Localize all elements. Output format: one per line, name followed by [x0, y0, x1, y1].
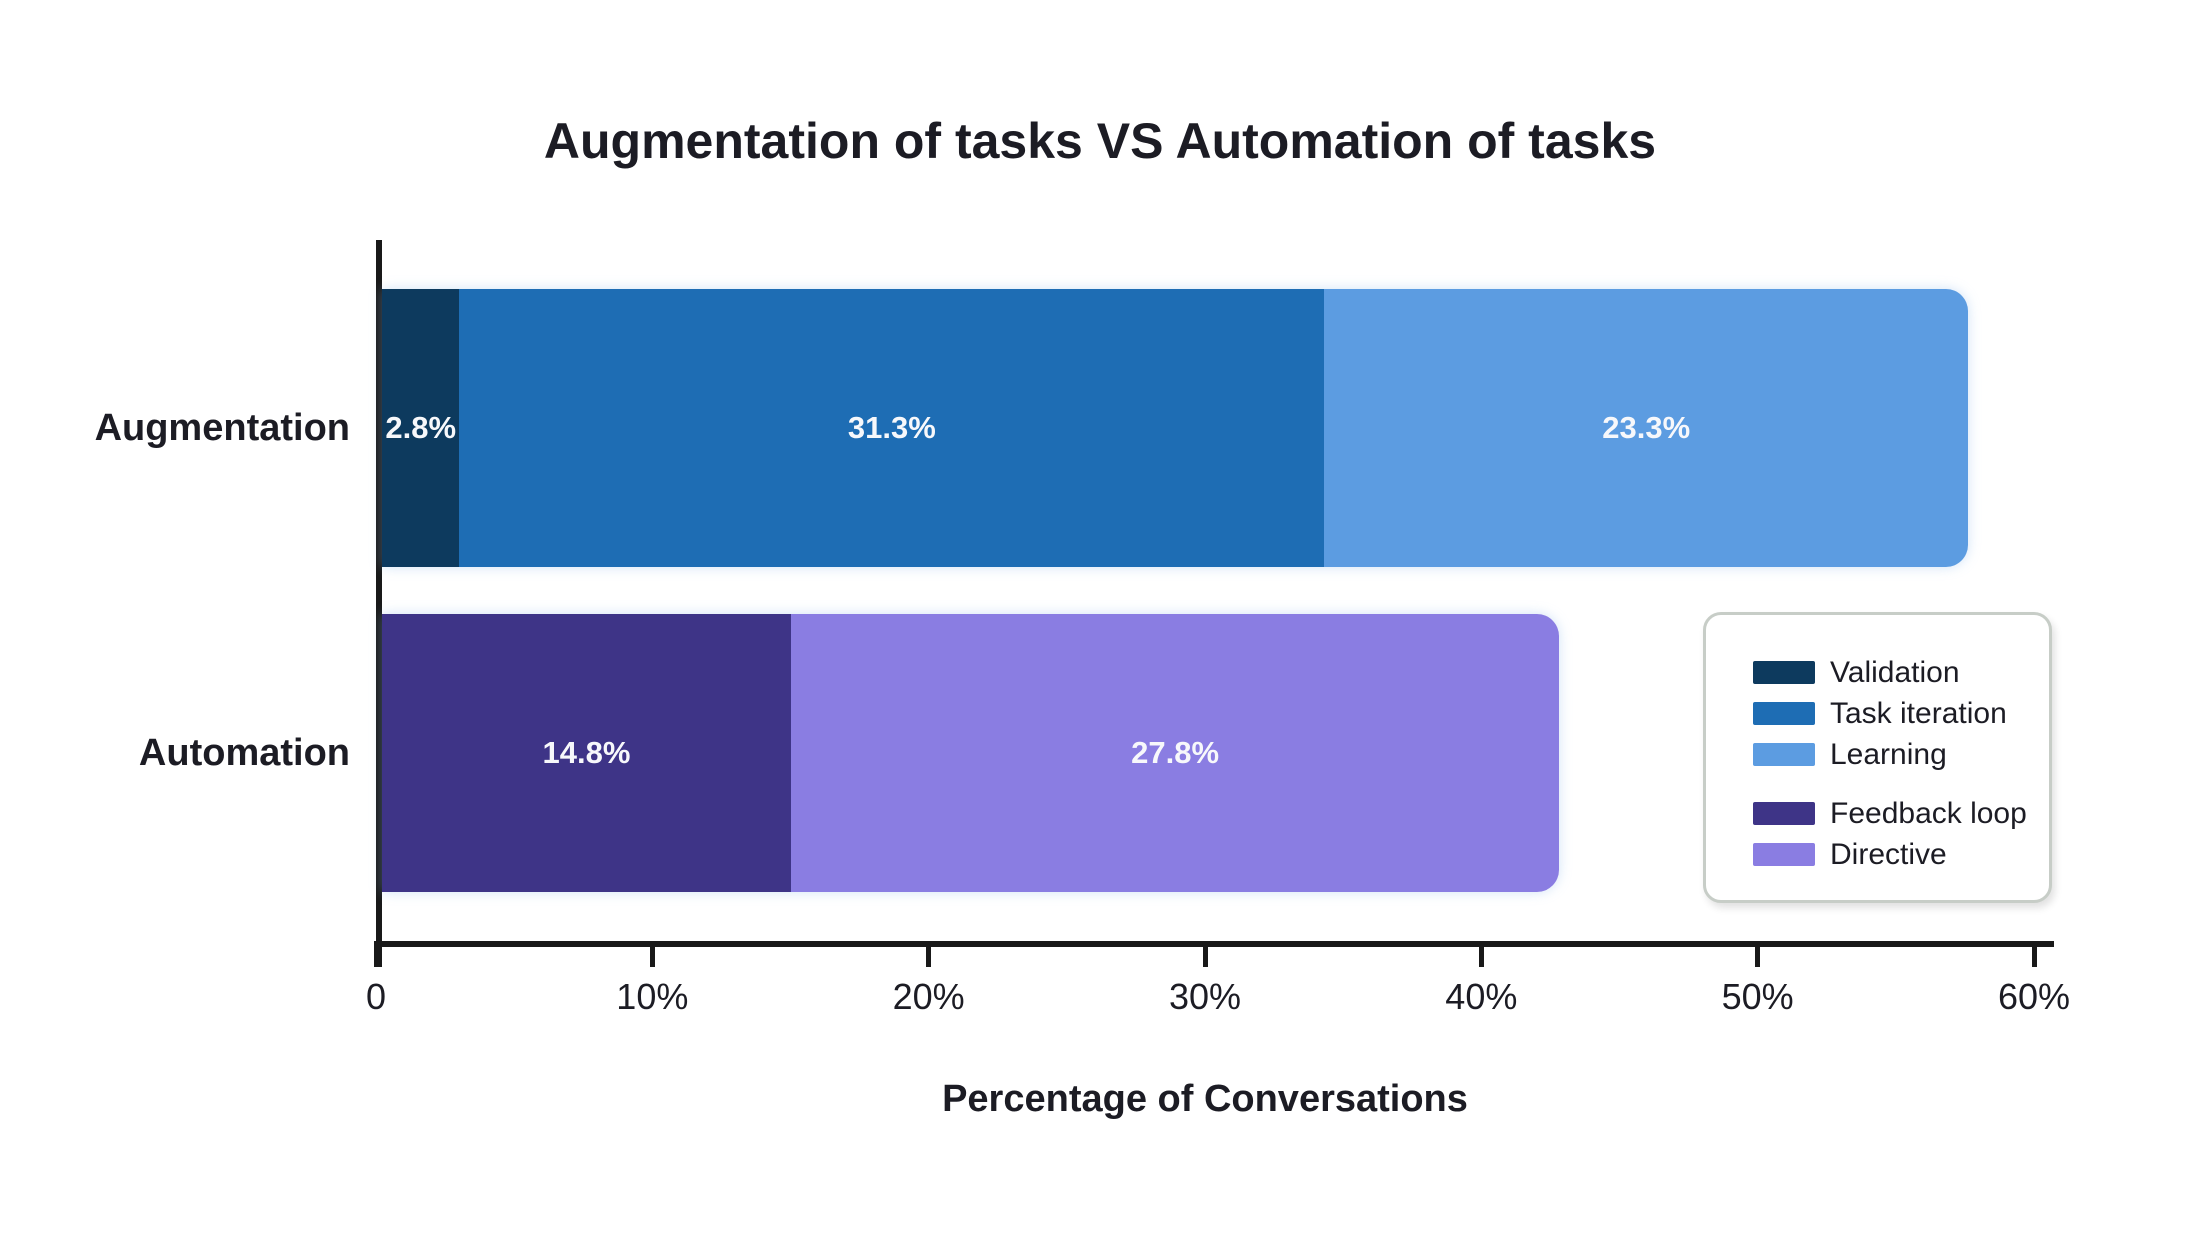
bar-segment-learning: 23.3%: [1324, 289, 1969, 567]
bar-segment-value-label: 14.8%: [542, 735, 631, 770]
bar-segment-feedback-loop: 14.8%: [382, 614, 791, 892]
chart-title: Augmentation of tasks VS Automation of t…: [543, 113, 1657, 169]
legend-item-learning: Learning: [1753, 739, 2049, 769]
x-axis-tick-label: 20%: [892, 976, 965, 1017]
x-axis-title: Percentage of Conversations: [942, 1078, 1468, 1120]
bar-segment-value-label: 31.3%: [847, 410, 936, 445]
legend-item-directive: Directive: [1753, 839, 2049, 869]
x-axis-tick-label: 0: [365, 976, 387, 1017]
bar-segment-value-label: 27.8%: [1131, 735, 1220, 770]
legend-swatch-learning: [1753, 743, 1815, 766]
x-axis-tick-label: 30%: [1168, 976, 1242, 1017]
legend-item-label: Task iteration: [1830, 696, 2007, 730]
legend-item-label: Learning: [1830, 737, 1947, 771]
legend-swatch-feedback-loop: [1753, 802, 1815, 825]
legend-item-validation: Validation: [1753, 657, 2049, 687]
x-axis-tick: [373, 947, 379, 967]
category-label-automation: Automation: [138, 731, 350, 774]
x-axis-tick: [1755, 947, 1761, 967]
x-axis-tick-label: 50%: [1721, 976, 1794, 1017]
bar-segment-validation: 2.8%: [382, 289, 460, 567]
category-label-augmentation: Augmentation: [94, 406, 350, 449]
legend-swatch-validation: [1753, 661, 1815, 684]
bar-automation: 14.8% 27.8%: [382, 614, 1560, 892]
legend: Validation Task iteration Learning Feedback…: [1703, 612, 2052, 903]
bar-augmentation: 2.8% 31.3% 23.3%: [382, 289, 1969, 567]
x-axis-tick: [926, 947, 932, 967]
legend-item-feedback-loop: Feedback loop: [1753, 798, 2049, 828]
legend-item-label: Directive: [1830, 837, 1947, 871]
x-axis-tick: [649, 947, 655, 967]
x-axis-line: [374, 941, 2054, 947]
legend-swatch-task-iteration: [1753, 702, 1815, 725]
legend-item-task-iteration: Task iteration: [1753, 698, 2049, 728]
y-axis-line: [376, 240, 382, 967]
bar-segment-value-label: 2.8%: [385, 410, 457, 445]
legend-item-label: Validation: [1830, 655, 1960, 689]
legend-item-label: Feedback loop: [1830, 796, 2027, 830]
x-axis-tick-label: 40%: [1445, 976, 1518, 1017]
bar-segment-directive: 27.8%: [790, 614, 1560, 892]
bar-segment-value-label: 23.3%: [1602, 410, 1691, 445]
bar-segment-task-iteration: 31.3%: [459, 289, 1325, 567]
legend-swatch-directive: [1753, 843, 1815, 866]
x-axis-tick: [1478, 947, 1484, 967]
x-axis-tick-label: 10%: [616, 976, 689, 1017]
legend-rows: Validation Task iteration Learning Feedback…: [1753, 657, 2049, 869]
x-axis-tick-label: 60%: [1997, 976, 2071, 1017]
x-axis-tick: [2031, 947, 2037, 967]
x-axis-tick: [1202, 947, 1208, 967]
